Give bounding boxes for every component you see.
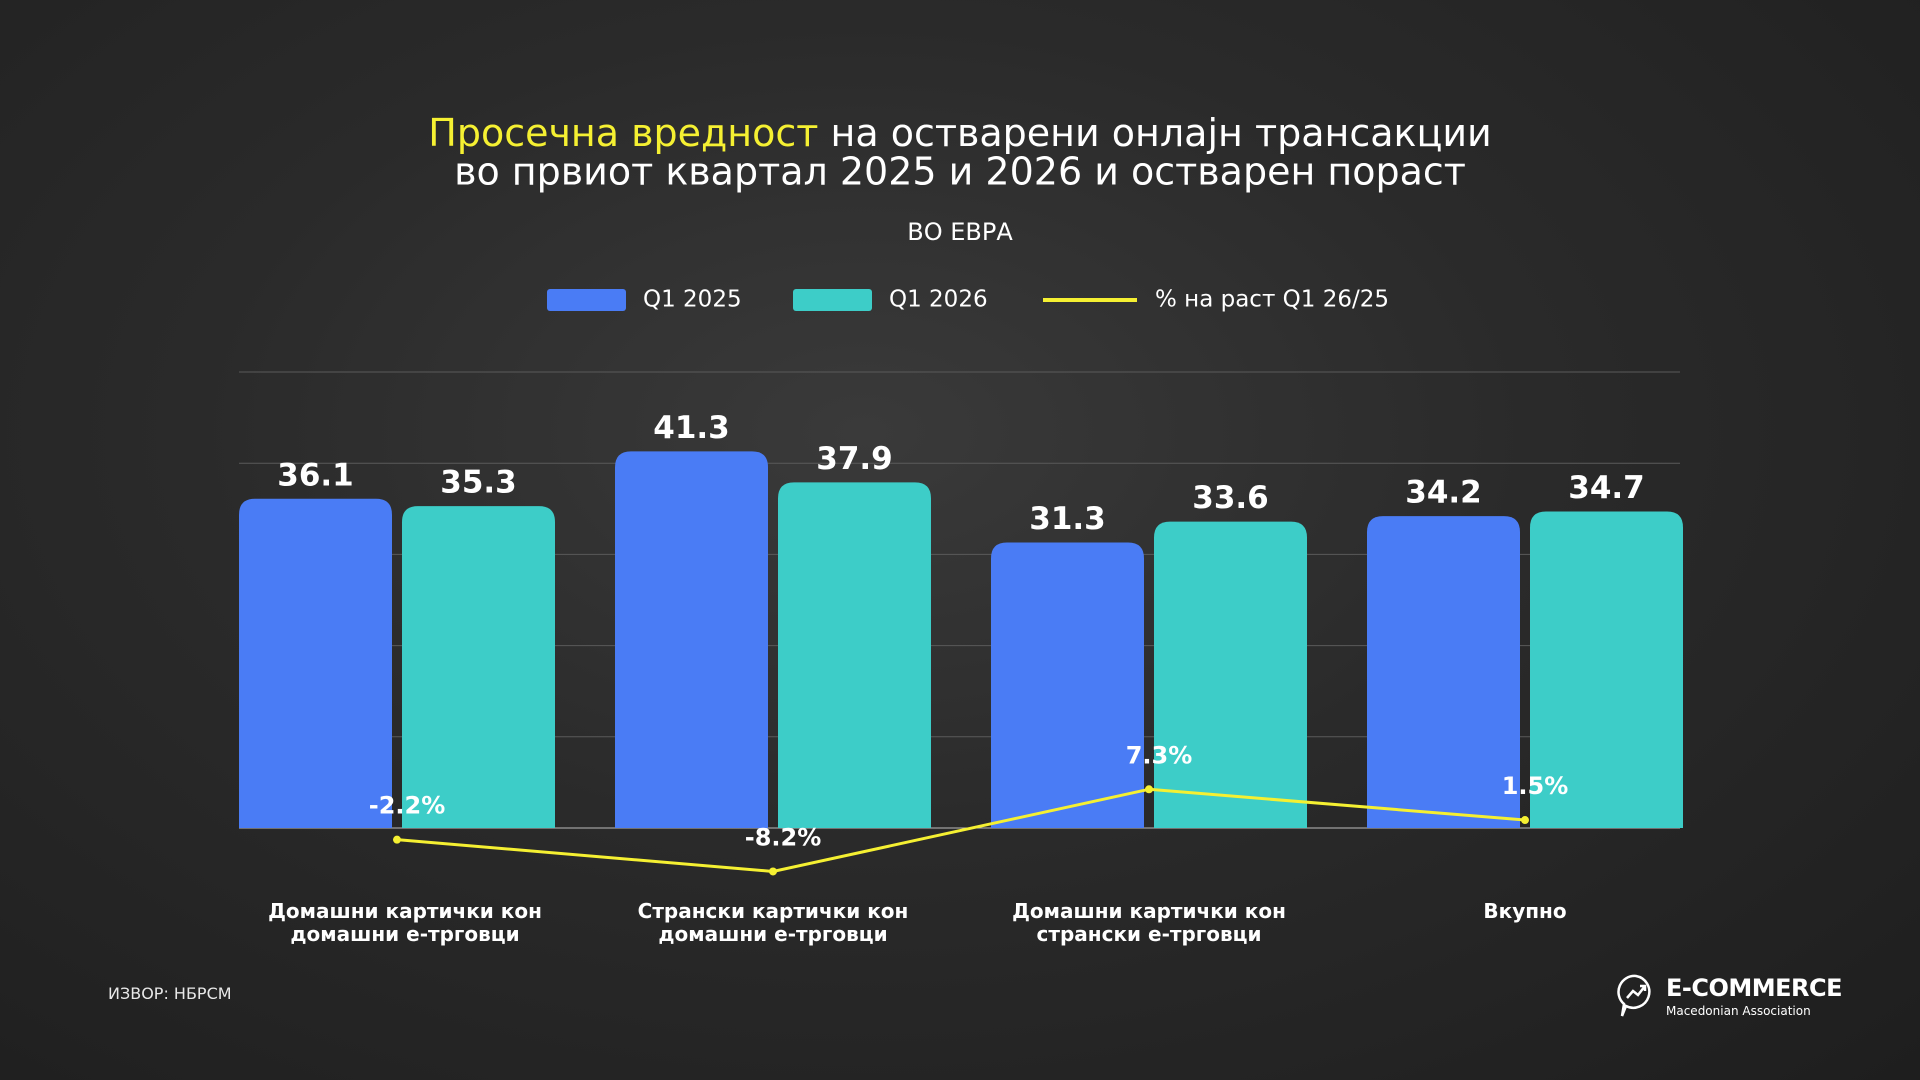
bar	[1530, 511, 1683, 828]
bar	[778, 482, 931, 828]
value-label: 34.7	[1568, 470, 1645, 506]
line-point	[1145, 785, 1153, 794]
bar	[239, 498, 392, 828]
value-label: 36.1	[277, 457, 354, 493]
value-label: -8.2%	[745, 823, 822, 851]
value-label: 37.9	[816, 441, 893, 477]
line-point	[1521, 816, 1529, 825]
bar	[615, 451, 768, 828]
title-part: на остварени онлајн трансакции	[831, 111, 1492, 155]
line-point	[769, 867, 777, 876]
logo-name: E-COMMERCE	[1666, 974, 1843, 1002]
title-highlight: Просечна вредност	[428, 111, 818, 155]
x-tick-label: Домашни картички кон домашни е-трговци	[268, 899, 542, 946]
source: ИЗВОР: НБРСМ	[108, 984, 232, 1003]
value-label: 34.2	[1405, 475, 1482, 511]
chart-title: Просечна вредност на остварени онлајн тр…	[428, 111, 1491, 155]
bar	[1154, 521, 1307, 828]
value-label: 7.3%	[1126, 741, 1193, 769]
line	[396, 787, 1526, 873]
x-tick-label: Вкупно	[1483, 899, 1567, 923]
legend-swatch	[793, 289, 872, 311]
legend-label: % на раст Q1 26/25	[1155, 287, 1389, 313]
x-tick-label: Странски картички кон домашни е-трговци	[637, 899, 909, 946]
bar	[402, 506, 555, 828]
legend-swatch	[547, 289, 626, 311]
legend-label: Q1 2026	[889, 287, 988, 313]
value-label: -2.2%	[369, 792, 446, 820]
value-label: 33.6	[1192, 480, 1269, 516]
value-label: 31.3	[1029, 501, 1106, 537]
legend-label: Q1 2025	[643, 287, 742, 313]
line-point	[393, 835, 401, 844]
value-label: 1.5%	[1502, 772, 1569, 800]
chart-title-line2: во првиот квартал 2025 и 2026 и остварен…	[454, 150, 1466, 194]
bar	[991, 542, 1144, 828]
chart-subtitle: ВО ЕВРА	[907, 218, 1013, 246]
value-label: 41.3	[653, 410, 730, 446]
logo-tagline: Macedonian Association	[1666, 1004, 1811, 1018]
bar	[1367, 516, 1520, 828]
x-tick-label: Домашни картички кон странски е-трговци	[1012, 899, 1286, 946]
logo-icon	[1617, 974, 1651, 1017]
value-label: 35.3	[440, 465, 517, 501]
